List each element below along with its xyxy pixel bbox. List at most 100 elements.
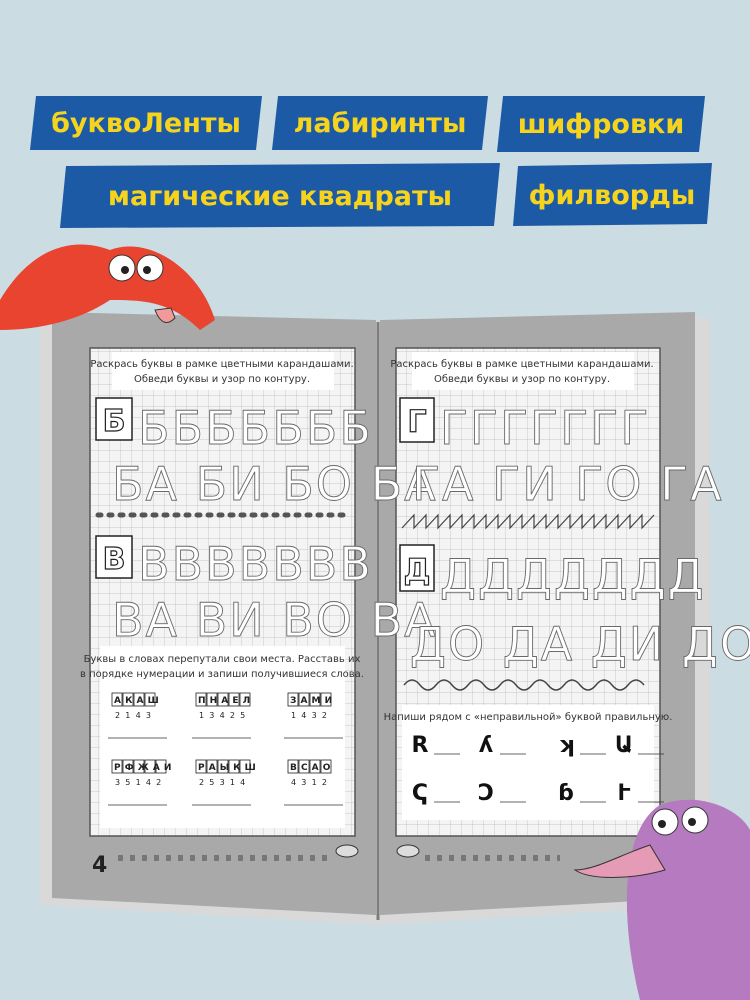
letter-cell (320, 692, 332, 707)
banner-shape (30, 96, 262, 150)
puzzle-letters: ЗАМИ (290, 696, 336, 706)
letter-cell (206, 759, 218, 774)
letter-cell (217, 759, 229, 774)
letter-cell (144, 759, 156, 774)
creature-nose (573, 844, 666, 878)
puzzle-numbers: 1432 (291, 711, 332, 720)
letter-cell (228, 759, 240, 774)
puzzle-numbers: 35142 (115, 778, 166, 787)
letter-cell (228, 692, 240, 707)
letter-cell (111, 692, 123, 707)
left-content: Раскрась буквы в рамке цветными карандаш… (80, 359, 438, 878)
puzzle-numbers: 2143 (115, 711, 156, 720)
puzzle-letters: РФЖАИ (114, 763, 176, 773)
puzzle-letters: АКАШ (114, 696, 163, 706)
task-panel (402, 705, 654, 820)
mirrored-letter: Ա (615, 733, 633, 758)
banner-shape (272, 96, 488, 150)
mirrored-letter: Ɔ (478, 781, 494, 806)
bowl (335, 844, 359, 858)
dog-pupil (121, 266, 129, 274)
task: в порядке нумерации и запиши получившиес… (80, 669, 364, 680)
mirrored-letter: R (412, 733, 429, 758)
banner-shape (513, 163, 712, 226)
letter-cell (155, 759, 167, 774)
key-letter: Д (404, 553, 431, 588)
puzzle-letters: ПНАЕЛ (198, 696, 254, 706)
mirrored-letter: Ւ (618, 781, 631, 806)
letter-cell (144, 692, 156, 707)
mirrored-letter: ɓ (558, 781, 574, 806)
letter-cell (320, 759, 332, 774)
letter-cell (195, 759, 207, 774)
trace-row: БА БИ БО БА (112, 457, 438, 511)
key-letter: Б (103, 404, 126, 439)
puzzle-letters: ВСАО (290, 763, 334, 773)
page-number: 4 (92, 853, 107, 878)
banner-shape (497, 96, 705, 152)
dog-pupil (143, 266, 151, 274)
letter-cell (122, 759, 134, 774)
right-content: Раскрась буквы в рамке цветными карандаш… (384, 359, 750, 806)
instruction: Раскрась буквы в рамке цветными карандаш… (390, 359, 653, 370)
letter-cell (298, 759, 310, 774)
letter-cell (309, 759, 321, 774)
key-letter: В (103, 542, 126, 577)
letter-cell (309, 692, 321, 707)
puzzle-numbers: 25314 (199, 778, 250, 787)
letter-cell (206, 692, 218, 707)
trace-row: ГГГГГГГ (440, 401, 650, 455)
trace-row: ДО ДА ДИ ДО (410, 617, 750, 671)
instruction-panel (412, 352, 634, 390)
mirrored-letter: ʎ (479, 733, 493, 758)
letter-box (95, 397, 133, 441)
pattern (403, 679, 645, 691)
trace-row: ВВВВВВВ (138, 537, 373, 591)
trace-row: ГА ГИ ГО ГА (412, 457, 724, 511)
banner-shape (60, 163, 500, 228)
task-panel (100, 646, 345, 828)
banners: буквоЛенты лабиринты шифровки магические… (30, 96, 712, 228)
letter-cell (287, 759, 299, 774)
mirrored-letter: Ҁ (412, 781, 428, 806)
puzzle-numbers: 4312 (291, 778, 332, 787)
letter-cell (287, 692, 299, 707)
puzzle-letters: РАЫКШ (198, 763, 260, 773)
creature-pupil (688, 818, 696, 826)
letter-cell (217, 692, 229, 707)
letter-cell (133, 759, 145, 774)
instruction: Раскрась буквы в рамке цветными карандаш… (90, 359, 353, 370)
letter-cell (239, 692, 251, 707)
trace-row: ВА ВИ ВО ВА (112, 593, 438, 647)
banner-label: магические квадраты (108, 181, 452, 212)
instruction: Обведи буквы и узор по контуру. (134, 374, 310, 385)
letter-cell (298, 692, 310, 707)
decor (0, 244, 750, 1000)
creature (626, 799, 750, 1000)
banner-label: лабиринты (294, 108, 467, 139)
instruction: Обведи буквы и узор по контуру. (434, 374, 610, 385)
banner-label: буквоЛенты (51, 108, 241, 139)
dog-tongue (154, 307, 176, 323)
puzzle-numbers: 13425 (199, 711, 250, 720)
task: Напиши рядом с «неправильной» буквой пра… (384, 712, 673, 723)
letter-cell (195, 692, 207, 707)
letter-box (399, 544, 435, 592)
banner-label: филворды (529, 180, 696, 211)
letter-cell (122, 692, 134, 707)
letter-cell (239, 759, 251, 774)
letter-box (95, 535, 133, 579)
letter-box (399, 397, 435, 443)
letter-cell (133, 692, 145, 707)
key-letter: Г (407, 405, 426, 440)
banner-label: шифровки (518, 109, 685, 140)
task: Буквы в словах перепутали свои места. Ра… (84, 654, 361, 665)
mirrored-letter: ʞ (558, 733, 574, 758)
creature-pupil (658, 820, 666, 828)
pattern (401, 513, 655, 530)
bowl (396, 844, 420, 858)
letter-cell (111, 759, 123, 774)
trace-row: БББББББ (138, 401, 373, 455)
